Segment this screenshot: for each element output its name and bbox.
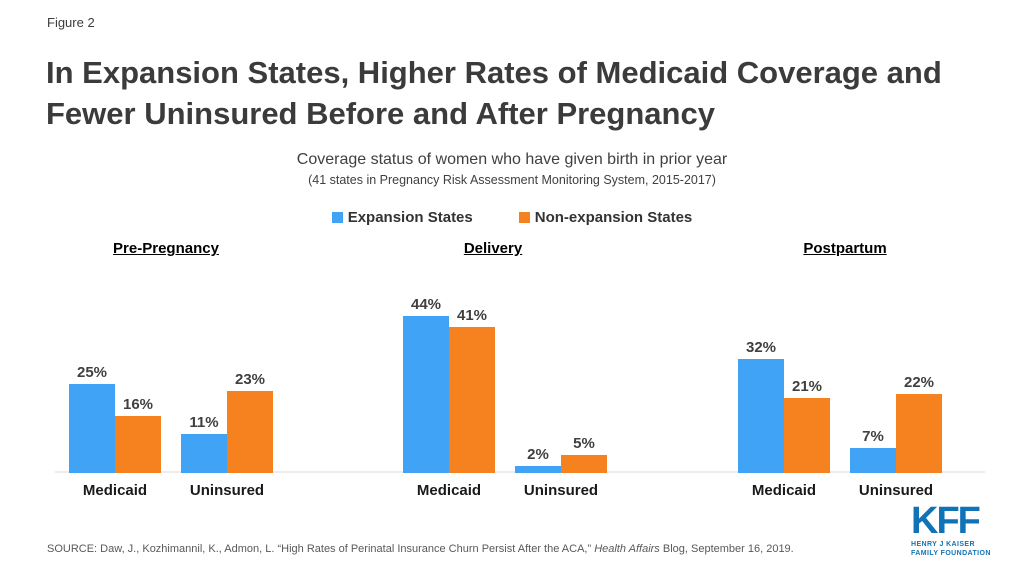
bar-column: 25% [69, 364, 115, 473]
figure-label: Figure 2 [47, 15, 95, 30]
category-label-uninsured: Uninsured [858, 482, 934, 499]
bar-postpartum-medicaid-non-expansion [784, 398, 830, 473]
bar-pre-pregnancy-uninsured-expansion [181, 434, 227, 473]
bar-pair-delivery-uninsured: 2% 5% Uninsured [515, 435, 607, 499]
legend-label: Expansion States [347, 209, 473, 226]
expansion-swatch-icon [331, 212, 343, 223]
bar-postpartum-medicaid-expansion [738, 359, 784, 473]
bar-value-label: 25% [76, 364, 108, 381]
legend-item-non-expansion: Non-expansion States [518, 209, 693, 226]
category-label-uninsured: Uninsured [189, 482, 265, 499]
legend: Expansion States Non-expansion States [0, 209, 1024, 226]
bar-column: 23% [227, 371, 273, 473]
group-header-delivery: Delivery [463, 240, 523, 257]
bar-delivery-uninsured-expansion [515, 466, 561, 473]
bar-delivery-medicaid-non-expansion [449, 327, 495, 473]
bar-postpartum-uninsured-expansion [850, 448, 896, 473]
bar-column: 41% [449, 307, 495, 473]
category-label-medicaid: Medicaid [751, 482, 817, 499]
legend-label: Non-expansion States [534, 209, 693, 226]
bar-pair-pre-pregnancy-medicaid: 25% 16% Medicaid [69, 364, 161, 499]
bar-pair-postpartum-uninsured: 7% 22% Uninsured [850, 374, 942, 499]
source-text: SOURCE: Daw, J., Kozhimannil, K., Admon,… [47, 543, 595, 555]
bar-column: 2% [515, 446, 561, 473]
bar-value-label: 23% [234, 371, 266, 388]
bar-column: 22% [896, 374, 942, 473]
bar-value-label: 5% [573, 435, 595, 452]
bar-postpartum-uninsured-non-expansion [896, 394, 942, 473]
bar-value-label: 7% [862, 428, 884, 445]
bar-value-label: 32% [745, 339, 777, 356]
bar-value-label: 44% [410, 296, 442, 313]
source-text-suffix: Blog, September 16, 2019. [659, 543, 794, 555]
page-title: In Expansion States, Higher Rates of Med… [46, 55, 942, 131]
bar-column: 32% [738, 339, 784, 473]
category-label-medicaid: Medicaid [416, 482, 482, 499]
bar-pair-delivery-medicaid: 44% 41% Medicaid [403, 296, 495, 499]
non-expansion-swatch-icon [518, 212, 530, 223]
source-journal-name: Health Affairs [594, 543, 660, 555]
bar-value-label: 22% [903, 374, 935, 391]
bar-group-pre-pregnancy: 25% 16% Medicaid 11% 23% Uninsured [69, 293, 273, 499]
bar-pre-pregnancy-medicaid-non-expansion [115, 416, 161, 473]
bar-delivery-medicaid-expansion [403, 316, 449, 473]
kff-logo-subline2: FAMILY FOUNDATION [911, 549, 991, 557]
source-note: SOURCE: Daw, J., Kozhimannil, K., Admon,… [47, 543, 794, 555]
category-label-uninsured: Uninsured [523, 482, 599, 499]
legend-item-expansion: Expansion States [331, 209, 473, 226]
bar-pair-postpartum-medicaid: 32% 21% Medicaid [738, 339, 830, 499]
bar-pair-pre-pregnancy-uninsured: 11% 23% Uninsured [181, 371, 273, 499]
kff-logo: KFF HENRY J KAISER FAMILY FOUNDATION [911, 501, 991, 558]
group-header-postpartum: Postpartum [803, 240, 887, 257]
bar-column: 16% [115, 396, 161, 473]
bar-value-label: 21% [791, 378, 823, 395]
bar-delivery-uninsured-non-expansion [561, 455, 607, 473]
chart-subtitle: (41 states in Pregnancy Risk Assessment … [308, 173, 716, 187]
bar-column: 11% [181, 414, 227, 473]
bar-pre-pregnancy-uninsured-non-expansion [227, 391, 273, 473]
bar-column: 7% [850, 428, 896, 473]
kff-logo-text: KFF [911, 500, 981, 542]
category-label-medicaid: Medicaid [82, 482, 148, 499]
bar-group-delivery: 44% 41% Medicaid 2% 5% Uninsured [403, 293, 607, 499]
bar-group-postpartum: 32% 21% Medicaid 7% 22% Uninsured [738, 293, 942, 499]
group-header-pre-pregnancy: Pre-Pregnancy [113, 240, 219, 257]
bar-value-label: 16% [122, 396, 154, 413]
bar-value-label: 2% [527, 446, 549, 463]
bar-value-label: 41% [456, 307, 488, 324]
bar-pre-pregnancy-medicaid-expansion [69, 384, 115, 473]
bar-column: 44% [403, 296, 449, 473]
chart-title: Coverage status of women who have given … [296, 151, 728, 168]
bar-column: 5% [561, 435, 607, 473]
bar-column: 21% [784, 378, 830, 473]
kff-logo-subline1: HENRY J KAISER [911, 541, 975, 548]
bar-value-label: 11% [189, 414, 219, 431]
